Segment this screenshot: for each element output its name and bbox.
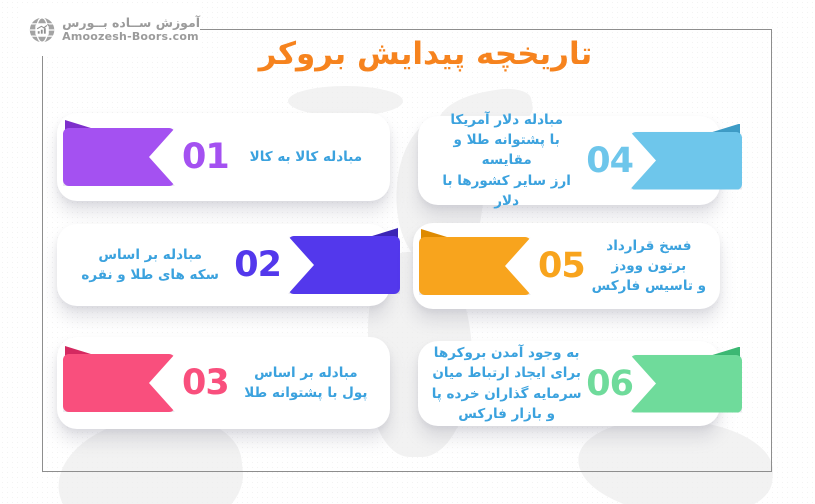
step-number: 01	[182, 137, 230, 177]
ribbon-flag	[419, 237, 531, 295]
ribbon-flag	[63, 354, 175, 412]
ribbon-02	[288, 228, 400, 294]
ribbon-flag	[288, 236, 400, 294]
timeline-card-02: مبادله بر اساس سکه های طلا و نقره 02	[57, 224, 400, 306]
step-number: 04	[586, 140, 634, 181]
ribbon-05	[419, 229, 531, 295]
step-number: 06	[586, 363, 634, 404]
step-number: 05	[538, 246, 586, 286]
ribbon-01	[63, 120, 175, 186]
step-text: مبادله دلار آمریکا با پشتوانه طلا و مقای…	[442, 111, 571, 209]
globe-chart-icon	[29, 17, 55, 43]
brand-name-farsi: آموزش ســاده بــورس	[62, 15, 200, 31]
page-title: تاریخچه پیدایش بروکر	[258, 36, 593, 72]
timeline-card-05: 05 فسخ قرارداد برتون وودز و تاسیس فارکس	[413, 223, 720, 309]
timeline-card-04: مبادله دلار آمریکا با پشتوانه طلا و مقای…	[418, 112, 742, 209]
brand-logo: آموزش ســاده بــورس Amoozesh-Boors.com	[22, 4, 200, 56]
step-text: مبادله بر اساس پول با پشتوانه طلا	[244, 364, 368, 401]
step-text: فسخ قرارداد برتون وودز و تاسیس فارکس	[591, 237, 707, 295]
ribbon-04	[630, 123, 742, 190]
timeline-card-06: به وجود آمدن بروکرها برای ایجاد ارتباط م…	[418, 341, 742, 426]
ribbon-03	[63, 346, 175, 412]
step-number: 02	[234, 245, 282, 285]
ribbon-flag	[630, 354, 742, 413]
ribbon-06	[630, 346, 742, 413]
timeline-card-01: 01 مبادله کالا به کالا	[57, 113, 390, 201]
step-text: مبادله کالا به کالا	[249, 148, 363, 165]
step-number: 03	[182, 363, 230, 403]
border-frame	[42, 29, 772, 472]
step-text: مبادله بر اساس سکه های طلا و نقره	[81, 246, 219, 283]
timeline-card-03: 03 مبادله بر اساس پول با پشتوانه طلا	[57, 337, 390, 429]
step-text: به وجود آمدن بروکرها برای ایجاد ارتباط م…	[431, 345, 582, 422]
brand-domain: Amoozesh-Boors.com	[62, 29, 199, 43]
ribbon-flag	[630, 131, 742, 190]
ribbon-flag	[63, 128, 175, 186]
